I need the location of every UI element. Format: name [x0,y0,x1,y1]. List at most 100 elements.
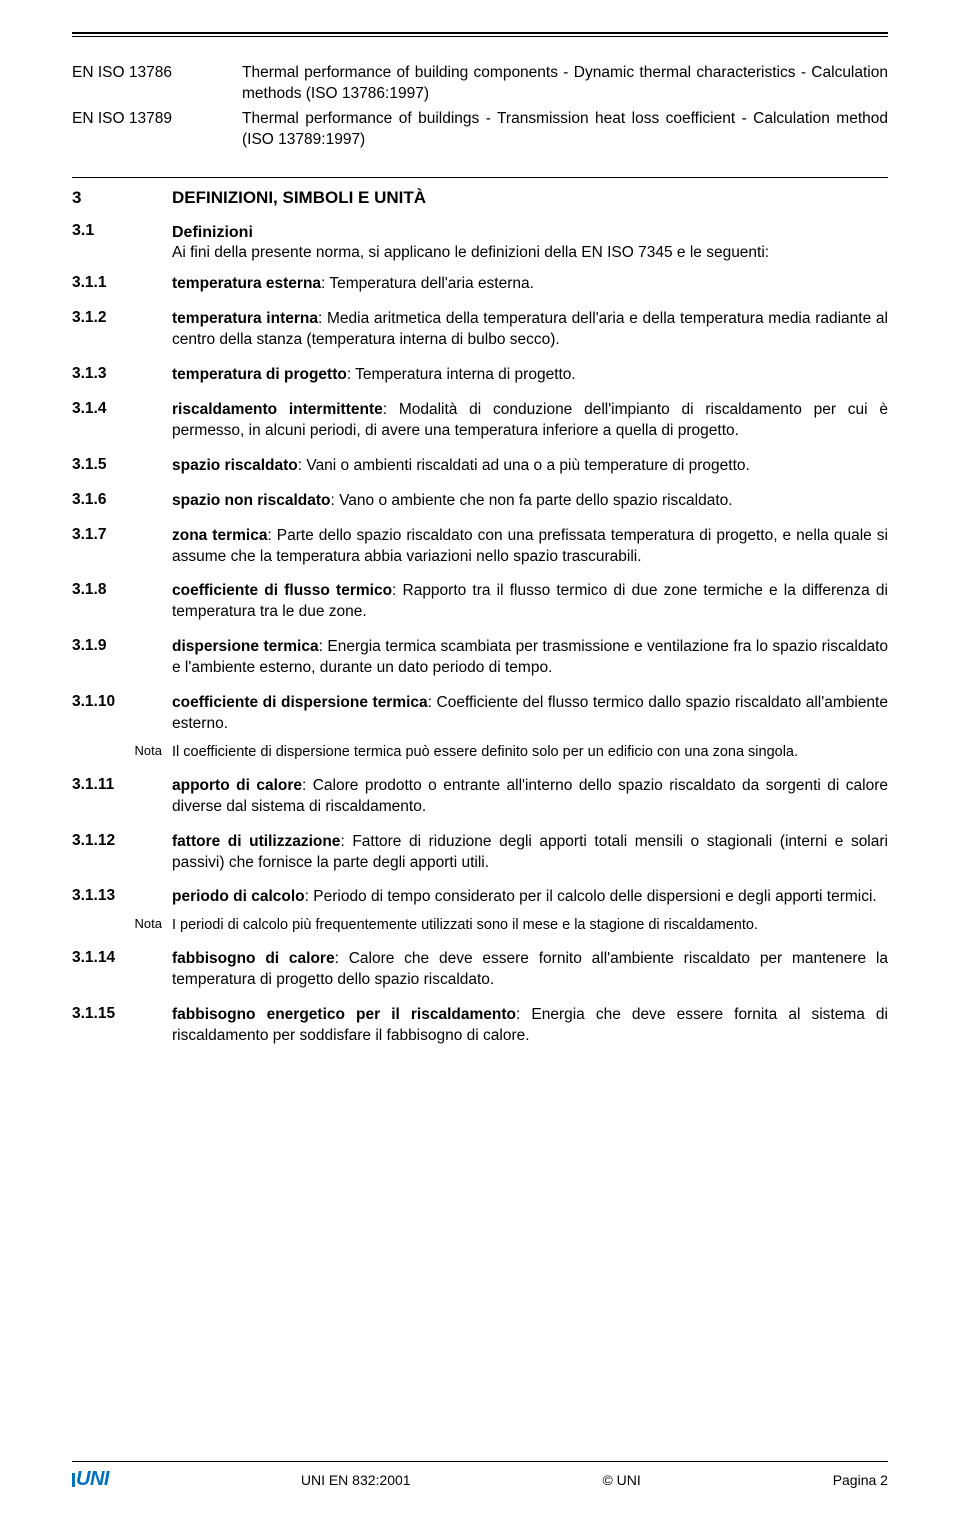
definition-term: spazio non riscaldato [172,492,330,509]
definition-number: 3.1.7 [72,526,172,544]
definition-term: fabbisogno di calore [172,950,335,967]
definition-row: 3.1.5spazio riscaldato: Vani o ambienti … [72,456,888,477]
document-page: EN ISO 13786 Thermal performance of buil… [0,0,960,1515]
definition-text: : Temperatura interna di progetto. [347,366,576,383]
definition-row: 3.1.4riscaldamento intermittente: Modali… [72,400,888,442]
reference-code: EN ISO 13786 [72,63,242,105]
subsection-title: Definizioni [172,222,888,244]
definition-body: temperatura interna: Media aritmetica de… [172,309,888,351]
note-label: Nota [116,916,172,931]
footer-line: UNI UNI EN 832:2001 © UNI Pagina 2 [72,1468,888,1491]
definition-text: : Parte dello spazio riscaldato con una … [172,527,888,565]
definition-body: fabbisogno di calore: Calore che deve es… [172,949,888,991]
footer-doc-id: UNI EN 832:2001 [301,1472,411,1488]
note-row: NotaIl coefficiente di dispersione termi… [72,743,888,762]
definition-row: 3.1.9dispersione termica: Energia termic… [72,637,888,679]
definition-row: 3.1.10coefficiente di dispersione termic… [72,693,888,735]
subsection-body: Definizioni Ai fini della presente norma… [172,222,888,265]
definition-number: 3.1.13 [72,887,172,905]
definition-term: temperatura esterna [172,275,321,292]
section-number: 3 [72,188,172,208]
reference-code: EN ISO 13789 [72,109,242,151]
definition-body: fattore di utilizzazione: Fattore di rid… [172,832,888,874]
definition-number: 3.1.8 [72,581,172,599]
definition-body: dispersione termica: Energia termica sca… [172,637,888,679]
top-rule-thin [72,36,888,37]
definition-number: 3.1.10 [72,693,172,711]
definition-row: 3.1.1temperatura esterna: Temperatura de… [72,274,888,295]
reference-row: EN ISO 13786 Thermal performance of buil… [72,63,888,105]
definition-body: riscaldamento intermittente: Modalità di… [172,400,888,442]
definition-row: 3.1.15fabbisogno energetico per il risca… [72,1005,888,1047]
definition-row: 3.1.2temperatura interna: Media aritmeti… [72,309,888,351]
definition-body: periodo di calcolo: Periodo di tempo con… [172,887,888,908]
definition-term: fabbisogno energetico per il riscaldamen… [172,1006,516,1023]
subsection-heading: 3.1 Definizioni Ai fini della presente n… [72,222,888,265]
note-text: Il coefficiente di dispersione termica p… [172,743,888,762]
reference-text: Thermal performance of buildings - Trans… [242,109,888,151]
definition-term: temperatura di progetto [172,366,347,383]
definition-number: 3.1.2 [72,309,172,327]
definition-text: : Vano o ambiente che non fa parte dello… [330,492,732,509]
note-text: I periodi di calcolo più frequentemente … [172,916,888,935]
definition-row: 3.1.7zona termica: Parte dello spazio ri… [72,526,888,568]
definition-term: zona termica [172,527,267,544]
footer-copyright: © UNI [602,1472,640,1488]
footer-rule [72,1461,888,1462]
subsection-intro: Ai fini della presente norma, si applica… [172,243,888,264]
definition-row: 3.1.3temperatura di progetto: Temperatur… [72,365,888,386]
definition-body: zona termica: Parte dello spazio riscald… [172,526,888,568]
definition-row: 3.1.12fattore di utilizzazione: Fattore … [72,832,888,874]
definition-row: 3.1.14fabbisogno di calore: Calore che d… [72,949,888,991]
definition-body: coefficiente di flusso termico: Rapporto… [172,581,888,623]
definition-row: 3.1.13periodo di calcolo: Periodo di tem… [72,887,888,908]
logo-text: UNI [76,1468,109,1491]
subsection-number: 3.1 [72,222,172,240]
definition-number: 3.1.9 [72,637,172,655]
definition-number: 3.1.3 [72,365,172,383]
footer-page-number: Pagina 2 [833,1472,888,1488]
page-footer: UNI UNI EN 832:2001 © UNI Pagina 2 [72,1461,888,1491]
note-row: NotaI periodi di calcolo più frequenteme… [72,916,888,935]
definition-text: : Vani o ambienti riscaldati ad una o a … [298,457,750,474]
definition-body: spazio riscaldato: Vani o ambienti risca… [172,456,888,477]
definition-term: coefficiente di dispersione termica [172,694,428,711]
note-label: Nota [116,743,172,758]
definition-term: spazio riscaldato [172,457,298,474]
definition-number: 3.1.11 [72,776,172,794]
definition-term: fattore di utilizzazione [172,833,340,850]
definition-body: spazio non riscaldato: Vano o ambiente c… [172,491,888,512]
definitions-list: 3.1.1temperatura esterna: Temperatura de… [72,274,888,1047]
uni-logo: UNI [72,1468,109,1491]
definition-body: coefficiente di dispersione termica: Coe… [172,693,888,735]
references-block: EN ISO 13786 Thermal performance of buil… [72,63,888,151]
definition-row: 3.1.8coefficiente di flusso termico: Rap… [72,581,888,623]
top-rule-thick [72,32,888,34]
definition-body: temperatura di progetto: Temperatura int… [172,365,888,386]
definition-term: dispersione termica [172,638,319,655]
definition-body: temperatura esterna: Temperatura dell'ar… [172,274,888,295]
definition-number: 3.1.5 [72,456,172,474]
definition-number: 3.1.12 [72,832,172,850]
section-title: DEFINIZIONI, SIMBOLI E UNITÀ [172,188,426,208]
definition-number: 3.1.15 [72,1005,172,1023]
logo-bar-icon [72,1473,75,1487]
definition-number: 3.1.14 [72,949,172,967]
definition-body: apporto di calore: Calore prodotto o ent… [172,776,888,818]
reference-row: EN ISO 13789 Thermal performance of buil… [72,109,888,151]
definition-number: 3.1.4 [72,400,172,418]
definition-term: temperatura interna [172,310,318,327]
definition-body: fabbisogno energetico per il riscaldamen… [172,1005,888,1047]
definition-term: coefficiente di flusso termico [172,582,392,599]
section-rule [72,177,888,178]
definition-row: 3.1.11apporto di calore: Calore prodotto… [72,776,888,818]
definition-term: apporto di calore [172,777,302,794]
definition-text: : Periodo di tempo considerato per il ca… [305,888,877,905]
definition-term: riscaldamento intermittente [172,401,383,418]
reference-text: Thermal performance of building componen… [242,63,888,105]
definition-term: periodo di calcolo [172,888,305,905]
definition-text: : Temperatura dell'aria esterna. [321,275,534,292]
definition-number: 3.1.6 [72,491,172,509]
definition-number: 3.1.1 [72,274,172,292]
section-heading: 3 DEFINIZIONI, SIMBOLI E UNITÀ [72,188,888,208]
